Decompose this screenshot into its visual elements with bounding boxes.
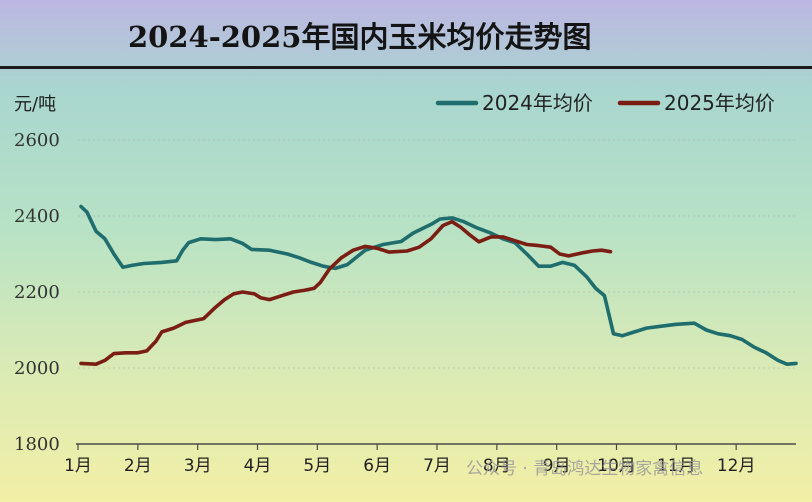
x-tick-label: 6月 xyxy=(363,456,391,476)
legend: 2024年均价 2025年均价 xyxy=(435,91,775,115)
series-line-2025 xyxy=(79,219,613,366)
series-lines xyxy=(79,204,798,366)
x-tick-label: 4月 xyxy=(244,456,272,476)
x-tick-label: 9月 xyxy=(543,456,571,476)
y-tick-label: 2200 xyxy=(14,282,60,303)
legend-label-2025: 2025年均价 xyxy=(664,91,775,115)
series-line-2024 xyxy=(79,204,798,366)
y-tick-labels: 1800 2000 2200 2400 2600 xyxy=(14,130,60,455)
y-tick-label: 2000 xyxy=(14,358,60,379)
y-axis-unit: 元/吨 xyxy=(14,94,56,115)
x-tick-label: 12月 xyxy=(717,456,756,476)
chart-title: 2024-2025年国内玉米均价走势图 xyxy=(128,20,592,54)
x-tick-label: 5月 xyxy=(303,456,331,476)
legend-label-2024: 2024年均价 xyxy=(482,91,593,115)
grid-lines xyxy=(78,139,796,369)
x-tick-label: 3月 xyxy=(184,456,212,476)
title-underline xyxy=(0,66,812,69)
y-tick-label: 2400 xyxy=(14,206,60,227)
x-tick-label: 11月 xyxy=(657,456,696,476)
x-tick-labels: 1月 2月 3月 4月 5月 6月 7月 8月 9月 10月 11月 12月 xyxy=(64,444,755,476)
x-tick-label: 7月 xyxy=(423,456,451,476)
y-tick-label: 2600 xyxy=(14,130,60,151)
x-tick-label: 10月 xyxy=(597,456,636,476)
watermark: 公众号 · 青岛鸿达生物家禽信息 xyxy=(466,459,703,479)
y-tick-label: 1800 xyxy=(14,434,60,455)
x-tick-label: 2月 xyxy=(124,456,152,476)
x-tick-label: 1月 xyxy=(64,456,92,476)
x-tick-label: 8月 xyxy=(483,456,511,476)
